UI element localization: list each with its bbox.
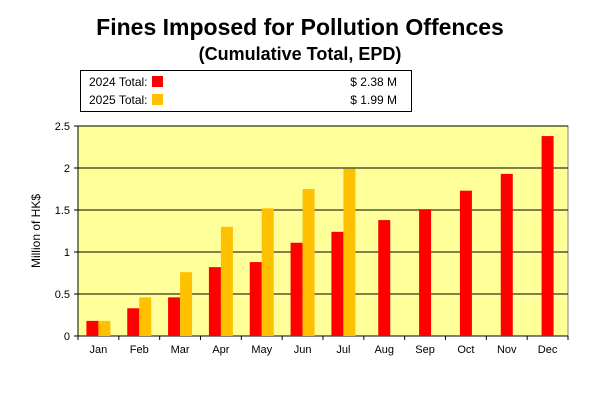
plot-background [77,125,569,337]
bar-2024-jul [331,231,344,336]
bar-2024-aug [378,220,391,336]
legend-entry-2024: 2024 Total: $ 2.38 M [89,74,405,90]
y-tick-label: 0 [64,331,70,343]
x-tick-label: Jan [90,344,108,356]
x-tick-label: Nov [497,344,517,356]
bar-2024-jun [290,242,303,336]
bar-2025-may [261,208,274,336]
bar-2025-jul [343,168,356,336]
bar-2024-oct [459,190,472,336]
x-tick-label: Oct [457,344,474,356]
y-tick-label: 1 [64,247,70,259]
legend-swatch [151,76,163,87]
bar-2025-feb [139,297,152,336]
x-tick-label: Apr [212,344,229,356]
legend: 2024 Total: $ 2.38 M 2025 Total: $ 1.99 … [80,70,412,112]
legend-swatch [151,94,163,105]
bar-2024-mar [168,297,181,336]
bar-2024-sep [419,209,432,336]
legend-label: 2025 Total: [89,93,148,107]
legend-label: 2024 Total: [89,75,148,89]
x-tick-label: Mar [171,344,190,356]
bar-2025-jan [98,320,111,336]
legend-total: $ 2.38 M [350,75,397,89]
bar-2025-mar [180,272,193,336]
legend-total: $ 1.99 M [350,93,397,107]
bar-2024-apr [208,267,221,336]
bar-2025-apr [220,226,233,336]
bar-2024-may [249,262,262,336]
chart-title: Fines Imposed for Pollution Offences [96,14,504,40]
y-tick-label: 0.5 [55,289,70,301]
bar-2024-nov [500,173,513,336]
x-tick-label: Feb [130,344,149,356]
bar-2024-dec [541,136,554,336]
y-tick-label: 2.5 [55,121,70,133]
x-tick-label: Sep [415,344,435,356]
bar-2024-feb [127,308,140,336]
x-tick-label: May [251,344,272,356]
x-tick-label: Jun [294,344,312,356]
bar-2025-jun [302,189,315,336]
x-tick-label: Jul [336,344,350,356]
x-tick-label: Aug [374,344,394,356]
chart-subtitle: (Cumulative Total, EPD) [198,44,402,64]
y-tick-label: 1.5 [55,205,70,217]
bar-2024-jan [86,320,99,336]
legend-entry-2025: 2025 Total: $ 1.99 M [89,92,405,108]
x-tick-label: Dec [538,344,558,356]
y-tick-label: 2 [64,163,70,175]
